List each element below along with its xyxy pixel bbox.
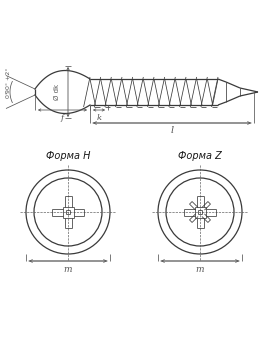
Text: l: l [170,126,174,135]
Text: f: f [61,114,64,122]
Text: m: m [64,265,72,274]
Text: k: k [96,114,102,122]
Text: Форма H: Форма H [46,151,90,161]
Text: m: m [196,265,204,274]
Text: Форма Z: Форма Z [178,151,222,161]
Text: Ø dk: Ø dk [54,84,60,100]
Text: 90° +2°: 90° +2° [5,67,10,93]
Text: 0°: 0° [5,91,10,110]
